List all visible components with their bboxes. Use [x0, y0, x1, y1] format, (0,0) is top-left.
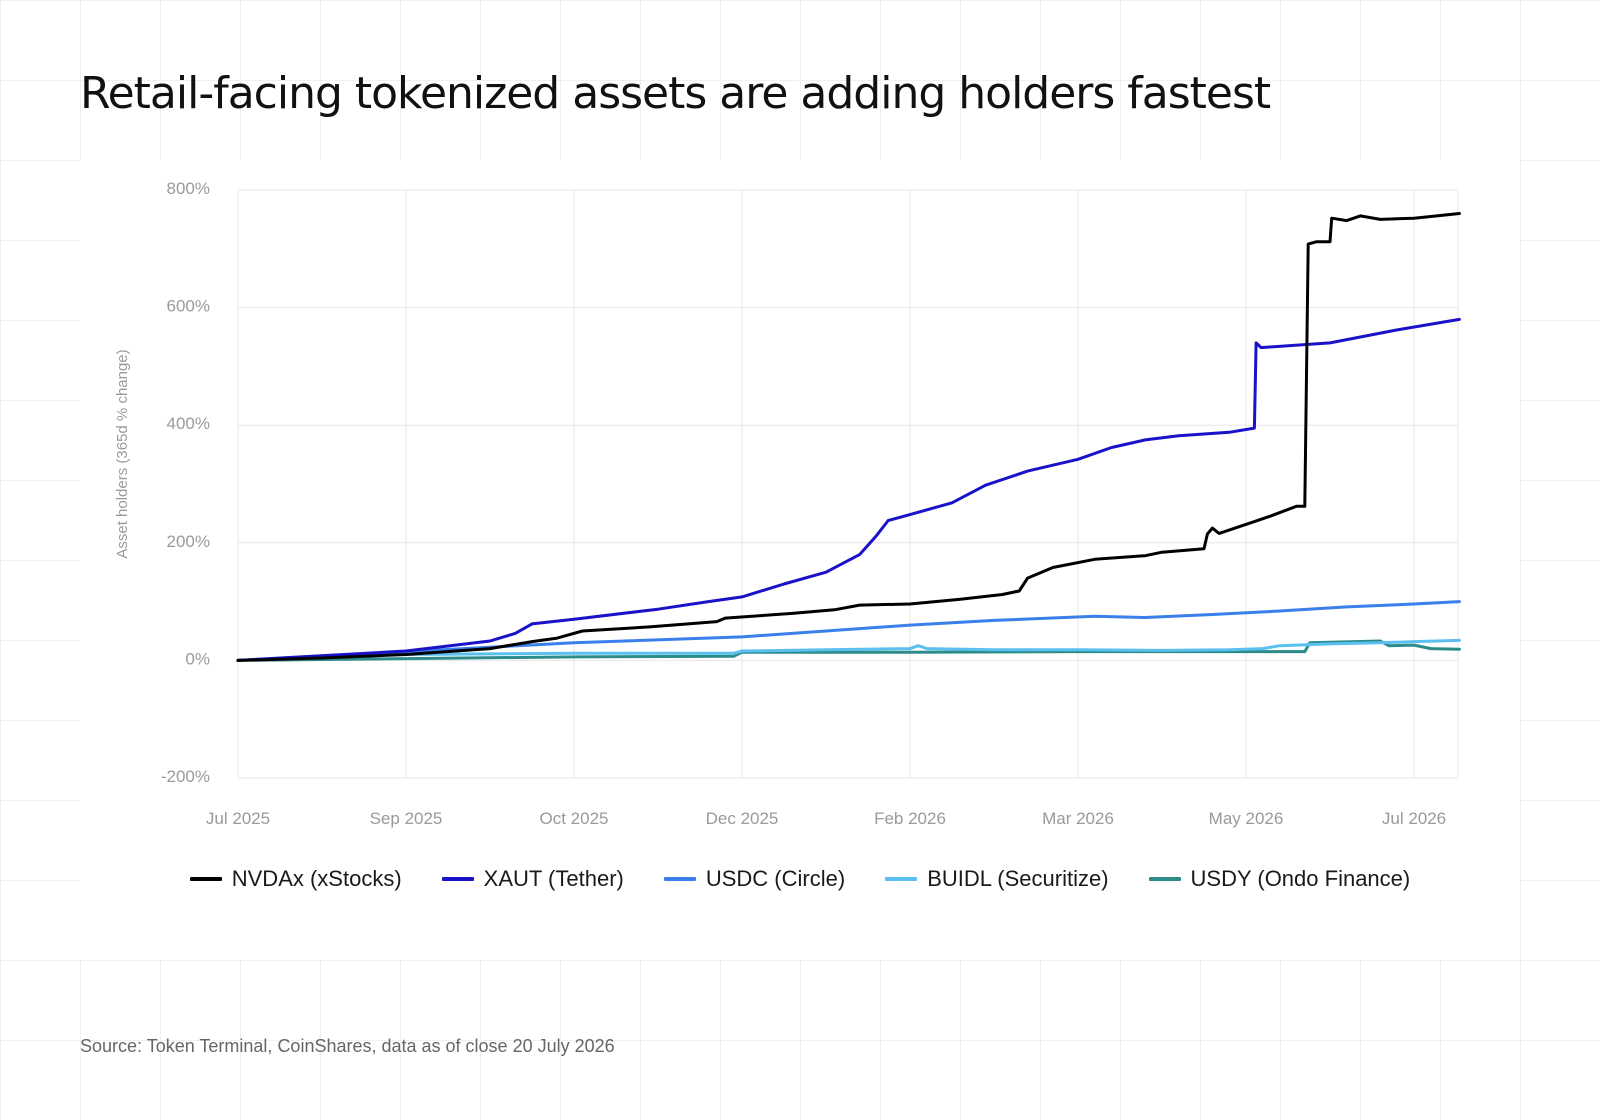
y-tick-label: 800% [167, 179, 210, 198]
x-axis-ticks: Jul 2025 Sep 2025 Oct 2025 Dec 2025 Feb 2026… [206, 809, 1446, 828]
plot-frame [237, 189, 1459, 779]
y-tick-label: -200% [161, 767, 210, 786]
y-tick-label: 600% [167, 297, 210, 316]
x-tick-label: Jul 2025 [206, 809, 270, 828]
legend-label: NVDAx (xStocks) [231, 866, 402, 891]
series-line-1 [236, 317, 1461, 662]
legend-swatch [663, 877, 696, 881]
x-tick-label: Oct 2025 [540, 809, 609, 828]
chart-title: Retail-facing tokenized assets are addin… [80, 68, 1271, 119]
legend-item: XAUT (Tether) [441, 866, 624, 892]
x-tick-label: Sep 2025 [370, 809, 443, 828]
line-chart: -200% 0% 200% 400% 600% 800% Jul 2025 Sep 2025… [114, 179, 1461, 828]
source-note: Source: Token Terminal, CoinShares, data… [80, 1036, 615, 1056]
x-tick-label: Mar 2026 [1042, 809, 1114, 828]
legend-item: USDC (Circle) [663, 866, 846, 892]
legend: NVDAx (xStocks) XAUT (Tether) USDC (Circle… [80, 866, 1520, 892]
x-tick-label: Dec 2025 [706, 809, 779, 828]
legend-label: XAUT (Tether) [483, 866, 624, 891]
x-tick-label: May 2026 [1209, 809, 1284, 828]
legend-label: BUIDL (Securitize) [927, 866, 1109, 891]
x-tick-label: Feb 2026 [874, 809, 946, 828]
chart-panel: -200% 0% 200% 400% 600% 800% Jul 2025 Sep 2025… [80, 160, 1520, 960]
legend-label: USDY (Ondo Finance) [1190, 866, 1411, 891]
y-tick-label: 200% [167, 532, 210, 551]
series-line-0 [236, 212, 1461, 662]
y-axis-title: Asset holders (365d % change) [114, 349, 131, 558]
legend-item: NVDAx (xStocks) [189, 866, 402, 892]
y-tick-label: 400% [167, 414, 210, 433]
x-tick-label: Jul 2026 [1382, 809, 1446, 828]
y-axis-ticks: -200% 0% 200% 400% 600% 800% [161, 179, 210, 786]
legend-swatch [1148, 877, 1181, 881]
legend-swatch [189, 877, 222, 881]
legend-item: BUIDL (Securitize) [885, 866, 1109, 892]
legend-label: USDC (Circle) [705, 866, 846, 891]
series-lines [236, 212, 1461, 662]
series-line-3 [236, 638, 1461, 662]
legend-item: USDY (Ondo Finance) [1148, 866, 1411, 892]
legend-swatch [885, 877, 918, 881]
series-line-2 [236, 600, 1461, 662]
legend-swatch [441, 877, 474, 881]
grid-lines [237, 189, 1459, 779]
y-tick-label: 0% [185, 649, 210, 668]
